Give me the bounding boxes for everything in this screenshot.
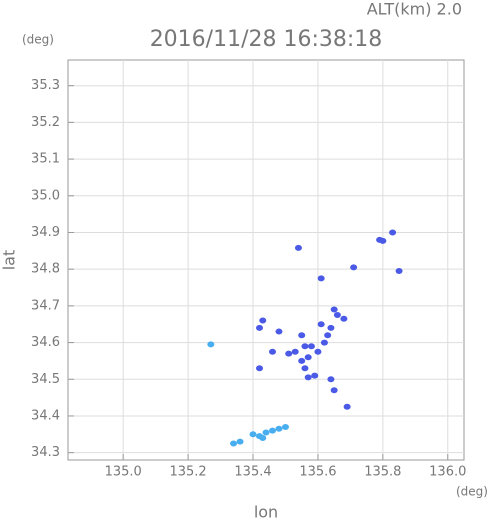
- y-tick-label: 34.8: [31, 262, 60, 277]
- x-tick-label: 135.6: [299, 465, 336, 480]
- echo-point: [230, 440, 238, 447]
- echo-point: [249, 431, 257, 438]
- echo-point: [236, 438, 244, 445]
- echo-point: [285, 350, 293, 357]
- x-tick-label: 135.0: [105, 465, 142, 480]
- chart-subtitle: ALT(km) 2.0: [367, 0, 462, 19]
- plot-frame: [67, 59, 465, 461]
- echo-point: [340, 315, 348, 322]
- echo-point: [294, 244, 302, 251]
- echo-point: [317, 321, 325, 328]
- echo-point: [281, 423, 289, 430]
- echo-point: [268, 348, 276, 355]
- y-tick-label: 34.6: [31, 335, 60, 350]
- echo-point: [256, 324, 264, 331]
- echo-point: [298, 357, 306, 364]
- y-tick-label: 35.3: [31, 78, 60, 93]
- echo-point: [301, 343, 309, 350]
- echo-point: [324, 332, 332, 339]
- y-tick-label: 34.3: [31, 445, 60, 460]
- echo-point: [317, 275, 325, 282]
- echo-point: [259, 434, 267, 441]
- echo-point: [304, 354, 312, 361]
- y-tick-label: 34.7: [31, 298, 60, 313]
- echo-point: [327, 376, 335, 383]
- echo-point: [395, 268, 403, 275]
- echo-point: [259, 317, 267, 324]
- echo-point: [350, 264, 358, 271]
- y-tick-label: 34.4: [31, 408, 60, 423]
- x-axis-label: lon: [254, 503, 278, 522]
- echo-point: [330, 387, 338, 394]
- echo-point: [327, 324, 335, 331]
- y-tick-label: 34.9: [31, 225, 60, 240]
- x-tick-label: 136.0: [429, 465, 466, 480]
- y-unit: (deg): [22, 33, 54, 47]
- echo-point: [301, 365, 309, 372]
- echo-point: [343, 403, 351, 410]
- x-unit: (deg): [456, 485, 488, 499]
- chart-title: 2016/11/28 16:38:18: [150, 27, 383, 52]
- echo-point: [275, 328, 283, 335]
- y-axis-label: lat: [0, 250, 19, 271]
- y-tick-label: 35.0: [31, 188, 60, 203]
- echo-point: [304, 374, 312, 381]
- x-tick-label: 135.4: [234, 465, 271, 480]
- y-tick-label: 35.1: [31, 152, 60, 167]
- echo-point: [330, 306, 338, 313]
- echo-point: [314, 348, 322, 355]
- echo-point: [307, 343, 315, 350]
- y-tick-label: 35.2: [31, 115, 60, 130]
- echo-point: [256, 365, 264, 372]
- echo-point: [320, 339, 328, 346]
- echo-point: [298, 332, 306, 339]
- echo-point: [268, 427, 276, 434]
- echo-point: [379, 237, 387, 244]
- echo-point: [291, 348, 299, 355]
- echo-point: [262, 429, 270, 436]
- echo-point: [207, 341, 215, 348]
- y-tick-label: 34.5: [31, 372, 60, 387]
- echo-point: [389, 229, 397, 236]
- echo-point: [275, 425, 283, 432]
- x-tick-label: 135.8: [364, 465, 401, 480]
- echo-point: [311, 372, 319, 379]
- echo-point: [333, 312, 341, 319]
- x-tick-label: 135.2: [169, 465, 206, 480]
